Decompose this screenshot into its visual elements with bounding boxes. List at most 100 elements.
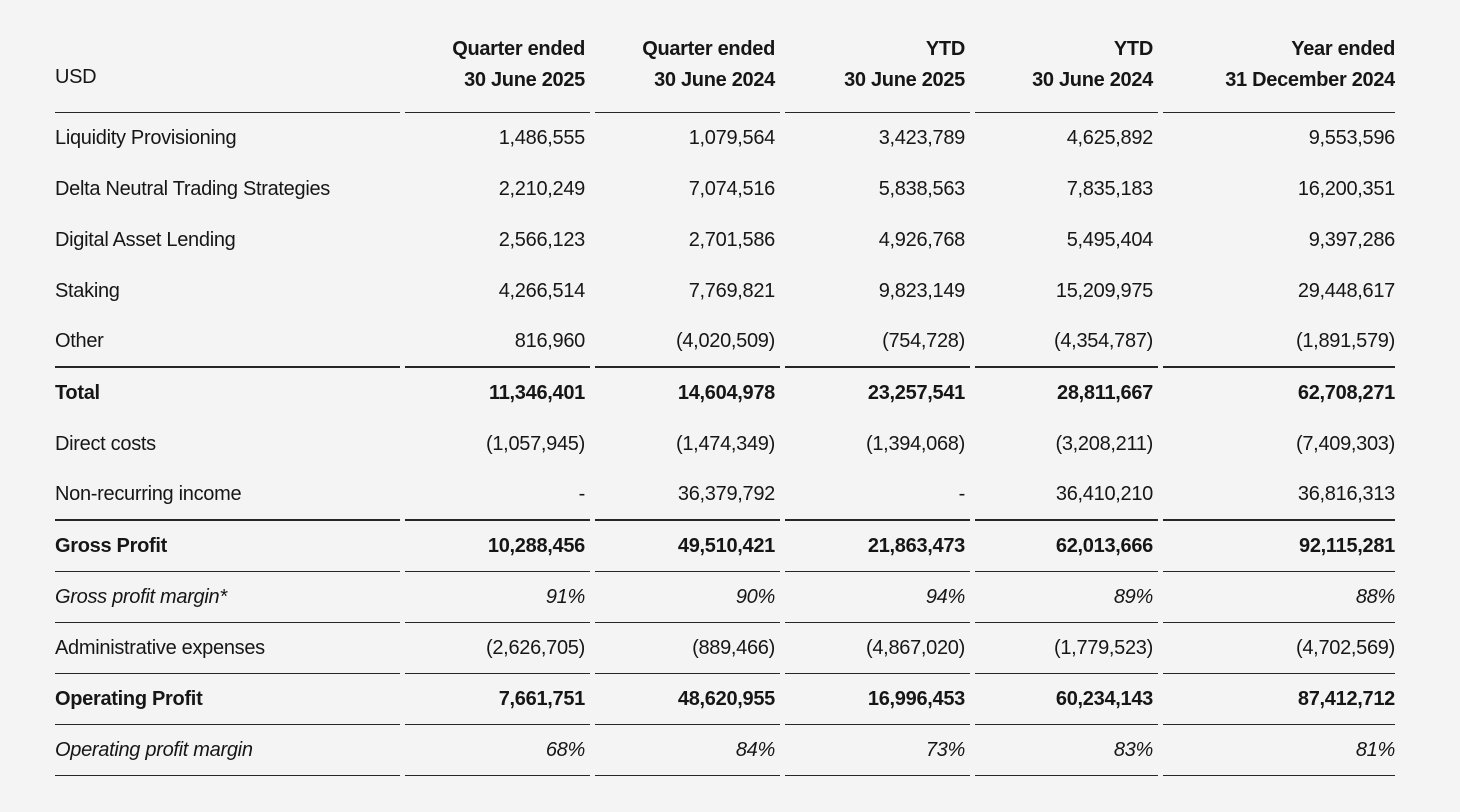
- cell-value: 28,811,667: [1057, 382, 1153, 404]
- cell-value: 23,257,541: [867, 382, 965, 404]
- column-header-line2: 30 June 2025: [464, 69, 585, 91]
- column-header-line1: YTD: [1113, 38, 1153, 60]
- column-header-ytd-2024: YTD 30 June 2024: [975, 18, 1158, 113]
- cell-value: 16,200,351: [1297, 178, 1395, 200]
- column-header-q2-2025: Quarter ended 30 June 2025: [405, 18, 590, 113]
- cell-value: 816,960: [405, 317, 590, 368]
- table-row: Liquidity Provisioning 1,486,555 1,079,564…: [55, 113, 1395, 164]
- cell-value: 5,495,404: [1066, 229, 1154, 251]
- column-header-line2: 30 June 2024: [654, 69, 775, 91]
- income-statement-table: USD Quarter ended 30 June 2025 Quarter e…: [50, 18, 1400, 776]
- table-row: Total 11,346,401 14,604,978 23,257,541 28,81…: [55, 368, 1395, 419]
- column-header-line2: 30 June 2024: [1032, 69, 1153, 91]
- cell-value: 7,661,751: [405, 674, 590, 725]
- cell-value: (2,626,705): [405, 623, 590, 674]
- cell-value: (1,474,349): [676, 433, 775, 455]
- cell-value: 91%: [405, 572, 590, 623]
- cell-value: 36,410,210: [975, 470, 1158, 521]
- column-header-q2-2024: Quarter ended 30 June 2024: [595, 18, 780, 113]
- cell-value: 4,266,514: [498, 280, 586, 302]
- row-label: Staking: [55, 280, 120, 302]
- cell-value: 15,209,975: [1055, 280, 1153, 302]
- table-row: Other 816,960 (4,020,509) (754,728) (4,354,7…: [55, 317, 1395, 368]
- column-header-fy-2024: Year ended 31 December 2024: [1163, 18, 1395, 113]
- cell-value: -: [405, 470, 590, 521]
- cell-value: 7,769,821: [688, 280, 776, 302]
- cell-value: 9,397,286: [1308, 229, 1395, 251]
- cell-value: 29,448,617: [1297, 280, 1395, 302]
- table-row: Operating Profit 7,661,751 48,620,955 16,99…: [55, 674, 1395, 725]
- row-label: Gross Profit: [55, 521, 400, 572]
- row-label: Other: [55, 317, 400, 368]
- cell-value: 94%: [785, 572, 970, 623]
- row-label: Operating profit margin: [55, 725, 400, 776]
- table-row: Non-recurring income -36,379,792-36,410,2…: [55, 470, 1395, 521]
- table-row: Digital Asset Lending 2,566,123 2,701,586 4…: [55, 215, 1395, 266]
- header-row: USD Quarter ended 30 June 2025 Quarter e…: [55, 18, 1395, 113]
- cell-value: 73%: [785, 725, 970, 776]
- cell-value: (4,867,020): [785, 623, 970, 674]
- row-label: Gross profit margin*: [55, 572, 400, 623]
- row-label: Total: [55, 382, 100, 404]
- unit-label: USD: [55, 18, 400, 113]
- cell-value: (4,020,509): [595, 317, 780, 368]
- cell-value: 21,863,473: [785, 521, 970, 572]
- cell-value: 36,816,313: [1163, 470, 1395, 521]
- column-header-line1: Year ended: [1291, 38, 1395, 60]
- table-row: Direct costs (1,057,945) (1,474,349) (1,394…: [55, 419, 1395, 470]
- cell-value: 81%: [1163, 725, 1395, 776]
- cell-value: 84%: [595, 725, 780, 776]
- cell-value: 9,823,149: [878, 280, 966, 302]
- cell-value: (754,728): [785, 317, 970, 368]
- cell-value: 68%: [405, 725, 590, 776]
- cell-value: (1,891,579): [1163, 317, 1395, 368]
- cell-value: (4,702,569): [1163, 623, 1395, 674]
- cell-value: 87,412,712: [1163, 674, 1395, 725]
- row-label: Administrative expenses: [55, 623, 400, 674]
- cell-value: 89%: [975, 572, 1158, 623]
- cell-value: 1,486,555: [498, 127, 586, 149]
- column-header-line1: Quarter ended: [452, 38, 585, 60]
- cell-value: (1,394,068): [866, 433, 965, 455]
- cell-value: 62,013,666: [975, 521, 1158, 572]
- cell-value: 90%: [595, 572, 780, 623]
- column-header-line1: Quarter ended: [642, 38, 775, 60]
- cell-value: -: [785, 470, 970, 521]
- table-row: Administrative expenses (2,626,705) (889,4…: [55, 623, 1395, 674]
- row-label: Digital Asset Lending: [55, 229, 236, 251]
- table-row: Delta Neutral Trading Strategies 2,210,24…: [55, 164, 1395, 215]
- table-row: Gross profit margin* 91% 90% 94% 89% 88%: [55, 572, 1395, 623]
- cell-value: 7,835,183: [1066, 178, 1154, 200]
- cell-value: (1,779,523): [975, 623, 1158, 674]
- cell-value: 2,566,123: [498, 229, 586, 251]
- row-label: Direct costs: [55, 433, 156, 455]
- cell-value: 62,708,271: [1297, 382, 1395, 404]
- cell-value: 3,423,789: [878, 127, 966, 149]
- cell-value: 1,079,564: [688, 127, 776, 149]
- cell-value: 11,346,401: [489, 382, 585, 404]
- cell-value: (889,466): [595, 623, 780, 674]
- cell-value: 2,210,249: [498, 178, 586, 200]
- cell-value: 9,553,596: [1308, 127, 1395, 149]
- row-label: Operating Profit: [55, 674, 400, 725]
- cell-value: 4,625,892: [1066, 127, 1154, 149]
- cell-value: 2,701,586: [688, 229, 776, 251]
- cell-value: 4,926,768: [878, 229, 966, 251]
- cell-value: 92,115,281: [1163, 521, 1395, 572]
- column-header-line1: YTD: [925, 38, 965, 60]
- cell-value: 16,996,453: [785, 674, 970, 725]
- column-header-line2: 31 December 2024: [1225, 69, 1395, 91]
- row-label: Delta Neutral Trading Strategies: [55, 178, 330, 200]
- cell-value: 7,074,516: [688, 178, 776, 200]
- cell-value: 5,838,563: [878, 178, 966, 200]
- cell-value: (3,208,211): [1055, 433, 1153, 455]
- cell-value: 88%: [1163, 572, 1395, 623]
- column-header-line2: 30 June 2025: [844, 69, 965, 91]
- cell-value: 60,234,143: [975, 674, 1158, 725]
- cell-value: 48,620,955: [595, 674, 780, 725]
- cell-value: (1,057,945): [486, 433, 585, 455]
- cell-value: (4,354,787): [975, 317, 1158, 368]
- cell-value: 14,604,978: [677, 382, 775, 404]
- table-row: Gross Profit 10,288,456 49,510,421 21,863,4…: [55, 521, 1395, 572]
- column-header-ytd-2025: YTD 30 June 2025: [785, 18, 970, 113]
